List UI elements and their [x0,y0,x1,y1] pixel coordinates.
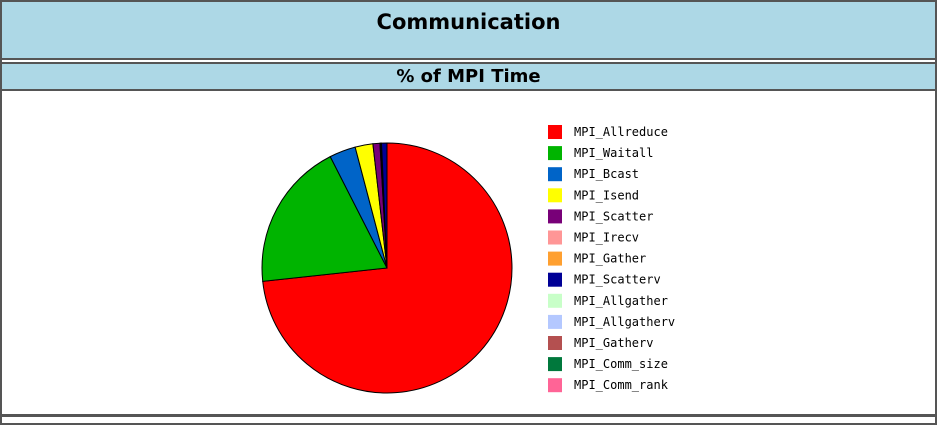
legend-label-mpi-allreduce: MPI_Allreduce [574,125,668,139]
title-bar: Communication [2,2,935,60]
legend-swatch-mpi-scatterv [548,272,562,287]
legend-swatch-mpi-scatter [548,209,562,224]
legend-label-mpi-comm-rank: MPI_Comm_rank [574,378,669,392]
legend-swatch-mpi-comm-size [548,357,562,372]
legend-swatch-mpi-gather [548,251,562,266]
chart-area: MPI_Allreduce MPI_Waitall MPI_Bcast MPI_Ise… [2,91,935,417]
legend-label-mpi-gather: MPI_Gather [574,252,646,266]
subtitle-bar: % of MPI Time [2,62,935,91]
chart-legend: MPI_Allreduce MPI_Waitall MPI_Bcast MPI_Ise… [548,125,675,393]
legend-swatch-mpi-comm-rank [548,378,562,393]
legend-swatch-mpi-gatherv [548,336,562,350]
legend-swatch-mpi-waitall [548,146,562,161]
page-title: Communication [376,10,561,34]
pie-chart: MPI_Allreduce MPI_Waitall MPI_Bcast MPI_Ise… [261,125,675,394]
legend-swatch-mpi-allgatherv [548,314,562,329]
legend-label-mpi-allgatherv: MPI_Allgatherv [574,315,675,329]
chart-title: % of MPI Time [396,66,541,87]
legend-label-mpi-isend: MPI_Isend [574,188,639,202]
legend-swatch-mpi-allgather [548,293,562,308]
legend-swatch-mpi-bcast [548,167,562,182]
legend-label-mpi-waitall: MPI_Waitall [574,146,653,160]
legend-swatch-mpi-allreduce [548,125,562,139]
legend-label-mpi-allgather: MPI_Allgather [574,294,668,308]
legend-label-mpi-scatterv: MPI_Scatterv [574,273,661,287]
legend-label-mpi-irecv: MPI_Irecv [574,231,639,245]
pie-slices [261,142,513,394]
legend-label-mpi-gatherv: MPI_Gatherv [574,336,653,350]
legend-label-mpi-scatter: MPI_Scatter [574,209,653,223]
legend-swatch-mpi-irecv [548,230,562,245]
legend-label-mpi-bcast: MPI_Bcast [574,167,639,181]
legend-swatch-mpi-isend [548,188,562,203]
pie-slice-mpi-scatterv [380,142,388,269]
pie-slice-mpi-waitall [261,155,388,282]
legend-label-mpi-comm-size: MPI_Comm_size [574,357,668,371]
